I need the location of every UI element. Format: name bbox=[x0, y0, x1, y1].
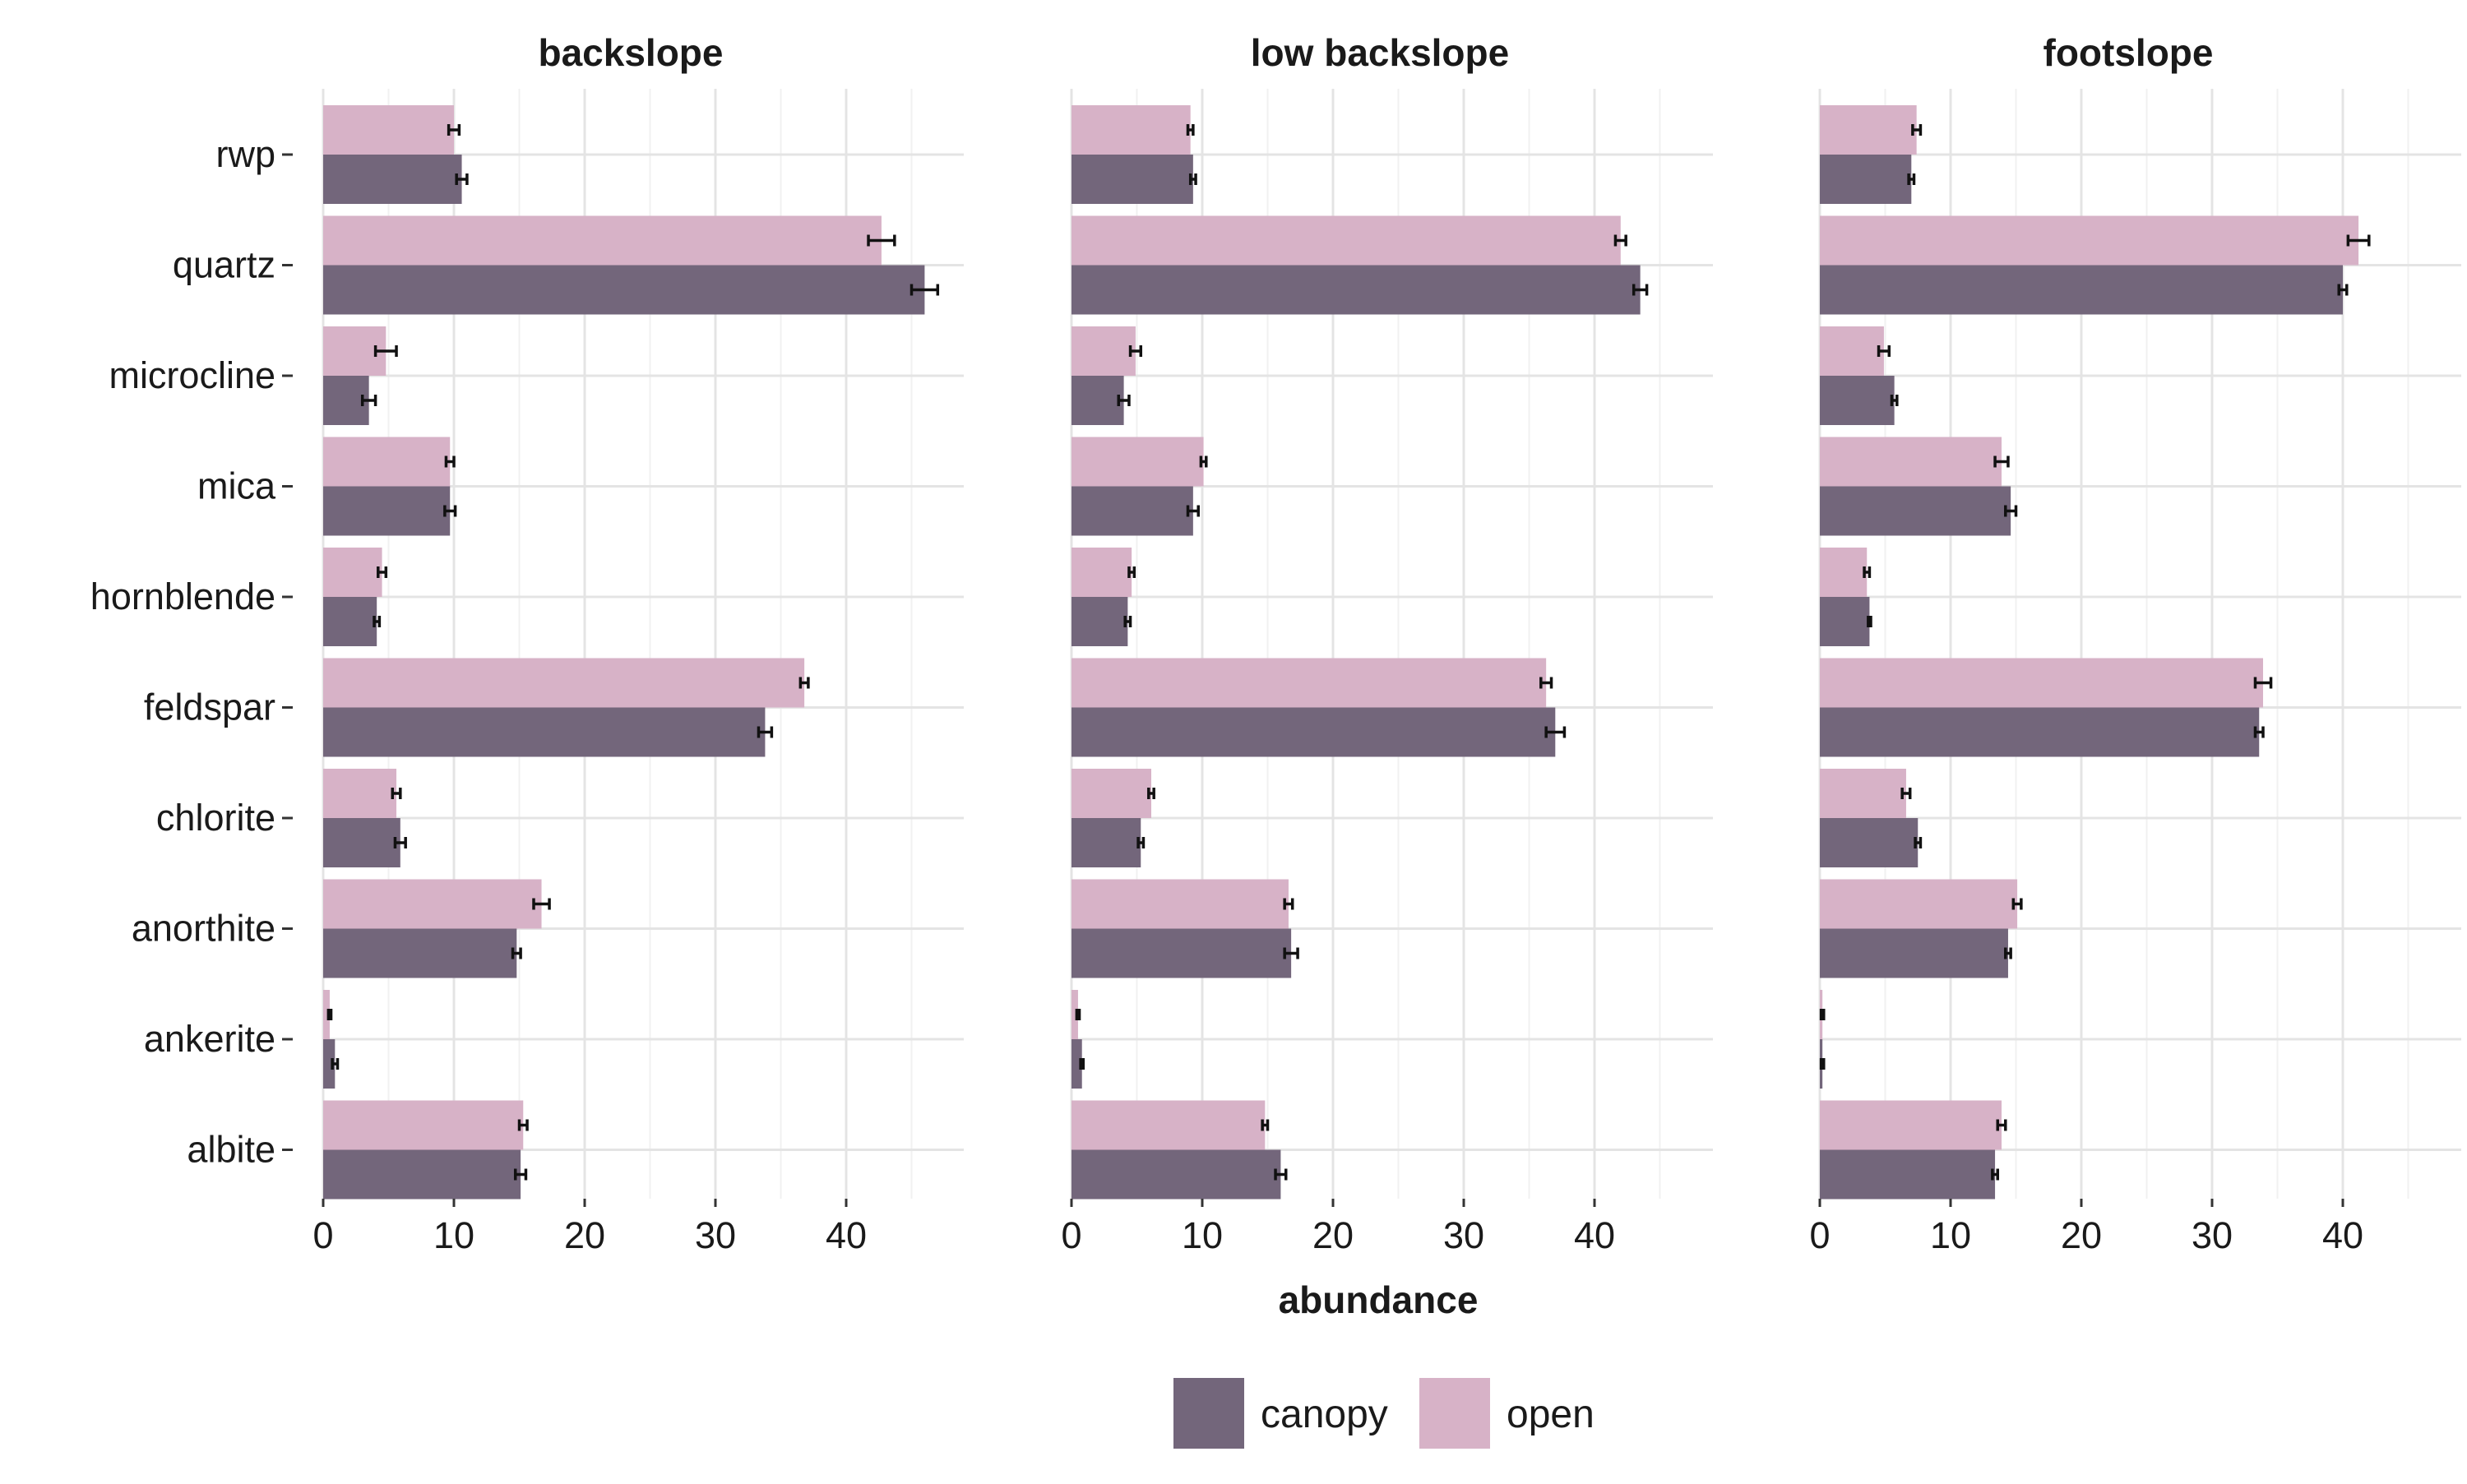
bar-canopy bbox=[323, 155, 462, 204]
bar-open bbox=[323, 990, 330, 1039]
bar-open bbox=[1072, 215, 1621, 266]
bar-canopy bbox=[323, 818, 400, 867]
x-tick-label: 30 bbox=[695, 1214, 736, 1256]
legend-label-open: open bbox=[1507, 1393, 1595, 1436]
bar-canopy bbox=[1820, 818, 1919, 867]
bar-canopy bbox=[1072, 155, 1193, 204]
category-label: ankerite bbox=[144, 1018, 275, 1060]
bar-canopy bbox=[323, 265, 925, 315]
bar-canopy bbox=[1820, 1149, 1996, 1200]
bar-open bbox=[323, 1100, 524, 1150]
x-tick-label: 0 bbox=[312, 1214, 333, 1256]
x-tick-label: 20 bbox=[564, 1214, 605, 1256]
panel-title: low backslope bbox=[1251, 31, 1509, 74]
bar-open bbox=[323, 769, 397, 818]
x-tick-label: 0 bbox=[1809, 1214, 1830, 1256]
bar-canopy bbox=[323, 928, 517, 978]
legend-label-canopy: canopy bbox=[1261, 1393, 1388, 1436]
bar-canopy bbox=[1072, 928, 1292, 978]
bar-canopy bbox=[1820, 376, 1895, 425]
x-tick-label: 40 bbox=[1574, 1214, 1615, 1256]
x-tick-label: 10 bbox=[433, 1214, 474, 1256]
x-tick-label: 30 bbox=[2192, 1214, 2233, 1256]
category-label: quartz bbox=[173, 244, 275, 286]
bar-canopy bbox=[1072, 376, 1124, 425]
legend-key-open bbox=[1419, 1378, 1490, 1449]
bar-canopy bbox=[323, 597, 377, 646]
x-tick-label: 10 bbox=[1930, 1214, 1971, 1256]
x-tick-label: 10 bbox=[1182, 1214, 1223, 1256]
bar-open bbox=[1820, 326, 1884, 376]
category-label: rwp bbox=[215, 133, 275, 175]
bar-canopy bbox=[1072, 265, 1641, 315]
bar-open bbox=[323, 105, 454, 155]
bar-open bbox=[323, 548, 382, 597]
category-label: mica bbox=[197, 465, 276, 507]
category-label: microcline bbox=[109, 354, 275, 396]
bar-open bbox=[1820, 215, 2359, 266]
category-label: hornblende bbox=[90, 576, 275, 617]
bar-canopy bbox=[1072, 818, 1141, 867]
bar-canopy bbox=[1820, 265, 2343, 315]
bar-open bbox=[1072, 326, 1136, 376]
x-tick-label: 20 bbox=[2061, 1214, 2102, 1256]
bar-open bbox=[1820, 769, 1906, 818]
bar-open bbox=[1072, 1100, 1266, 1150]
bar-open bbox=[1072, 548, 1132, 597]
bar-open bbox=[1820, 879, 2018, 929]
panel-title: footslope bbox=[2043, 31, 2214, 74]
x-tick-label: 20 bbox=[1312, 1214, 1354, 1256]
legend-key-canopy bbox=[1173, 1378, 1244, 1449]
x-tick-label: 40 bbox=[826, 1214, 867, 1256]
bar-open bbox=[323, 215, 882, 266]
x-axis-title: abundance bbox=[1279, 1278, 1479, 1321]
bar-canopy bbox=[323, 707, 766, 757]
category-label: anorthite bbox=[132, 908, 275, 950]
bar-canopy bbox=[323, 1039, 336, 1089]
x-tick-label: 40 bbox=[2322, 1214, 2363, 1256]
bar-open bbox=[1072, 879, 1289, 929]
bar-canopy bbox=[1820, 597, 1870, 646]
bar-canopy bbox=[1820, 707, 2260, 757]
bar-open bbox=[1820, 105, 1917, 155]
bar-canopy bbox=[1820, 928, 2008, 978]
bar-canopy bbox=[1820, 486, 2011, 536]
category-label: albite bbox=[187, 1129, 275, 1171]
bar-canopy bbox=[1072, 1039, 1082, 1089]
bar-open bbox=[1820, 548, 1868, 597]
bar-open bbox=[1072, 990, 1078, 1039]
bar-canopy bbox=[1820, 155, 1912, 204]
bar-open bbox=[323, 658, 805, 708]
bar-open bbox=[323, 879, 542, 929]
bar-canopy bbox=[1072, 1149, 1281, 1200]
bar-open bbox=[1820, 1100, 2002, 1150]
x-tick-label: 0 bbox=[1061, 1214, 1081, 1256]
x-tick-label: 30 bbox=[1443, 1214, 1484, 1256]
category-label: feldspar bbox=[144, 687, 275, 728]
panel-title: backslope bbox=[539, 31, 724, 74]
bar-open bbox=[1072, 437, 1204, 487]
bar-open bbox=[323, 437, 451, 487]
bar-canopy bbox=[1072, 486, 1193, 536]
bar-open bbox=[1820, 437, 2002, 487]
bar-canopy bbox=[323, 1149, 521, 1200]
bar-open bbox=[1820, 658, 2264, 708]
bar-open bbox=[1072, 769, 1151, 818]
category-label: chlorite bbox=[156, 797, 275, 839]
bar-open bbox=[1072, 658, 1547, 708]
bar-canopy bbox=[1072, 597, 1128, 646]
bar-canopy bbox=[323, 486, 451, 536]
bar-canopy bbox=[1072, 707, 1556, 757]
bar-open bbox=[1072, 105, 1191, 155]
